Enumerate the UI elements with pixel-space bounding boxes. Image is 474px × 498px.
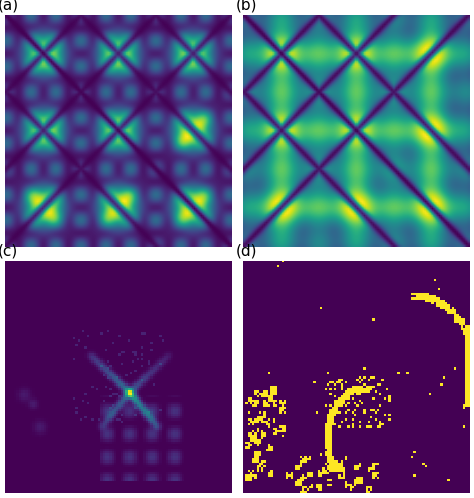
Text: (a): (a): [0, 0, 19, 12]
Text: (b): (b): [236, 0, 257, 12]
Text: (c): (c): [0, 244, 18, 258]
Text: (d): (d): [236, 244, 257, 258]
